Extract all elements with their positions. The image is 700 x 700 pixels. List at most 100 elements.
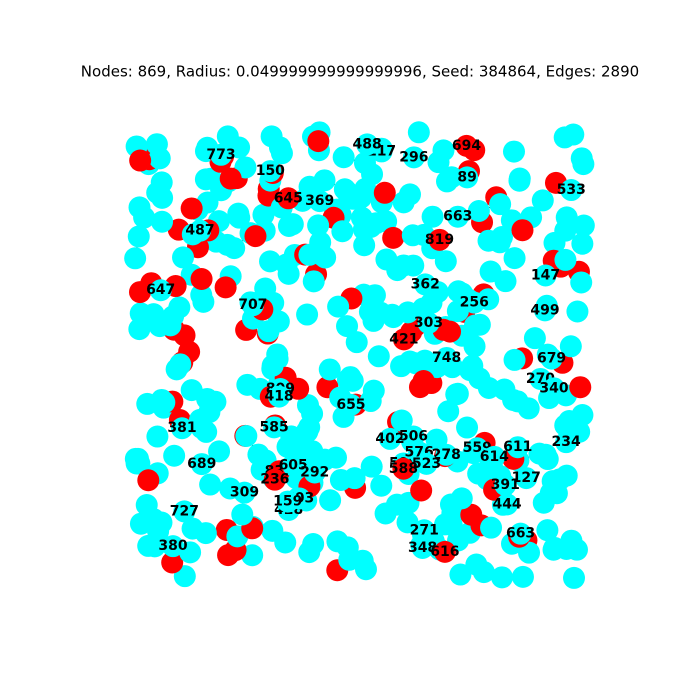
node [375, 248, 398, 271]
node [351, 549, 374, 572]
node [542, 538, 565, 561]
node [435, 346, 458, 369]
node [281, 213, 304, 236]
node-label: 748 [432, 350, 461, 366]
node [421, 205, 444, 228]
node-label: 159 [273, 494, 302, 510]
node [511, 219, 534, 242]
node [148, 315, 171, 338]
node-label: 487 [185, 223, 214, 239]
node [327, 295, 350, 318]
node [362, 309, 385, 332]
node [536, 519, 559, 542]
node-label: 444 [492, 496, 521, 512]
node [370, 474, 393, 497]
node [515, 467, 538, 490]
node-label: 611 [503, 439, 532, 455]
node [143, 535, 166, 558]
node [523, 327, 546, 350]
node [533, 299, 556, 322]
node [129, 149, 152, 172]
node [172, 246, 195, 269]
node [463, 314, 486, 337]
node [569, 376, 592, 399]
node [280, 425, 303, 448]
node-label: 418 [264, 389, 293, 405]
node [571, 232, 594, 255]
node [153, 391, 176, 414]
node [127, 225, 150, 248]
node [356, 133, 379, 156]
node [428, 228, 451, 251]
node [180, 379, 203, 402]
node [163, 444, 186, 467]
node [275, 253, 298, 276]
node [455, 134, 478, 157]
node-label: 585 [260, 419, 289, 435]
node [407, 121, 430, 144]
node [259, 250, 282, 273]
node [219, 167, 242, 190]
labeled-nodes: 3482564871271171476116165996638317076556… [146, 133, 586, 563]
node [531, 189, 554, 212]
node [489, 193, 512, 216]
node [227, 202, 250, 225]
node [466, 437, 489, 460]
node [417, 311, 440, 334]
node [124, 247, 147, 270]
node [572, 214, 595, 237]
node [302, 533, 325, 556]
node-label: 236 [260, 472, 289, 488]
node [532, 491, 555, 514]
node [210, 143, 233, 166]
node-label: 727 [170, 503, 199, 519]
node [135, 493, 158, 516]
node [235, 424, 258, 447]
node [194, 168, 217, 191]
node [413, 519, 436, 542]
node [192, 290, 215, 313]
node-label: 588 [389, 461, 418, 477]
node-label: 348 [408, 540, 437, 556]
node [190, 268, 213, 291]
node [502, 140, 525, 163]
node [345, 331, 368, 354]
node [204, 390, 227, 413]
node [534, 264, 557, 287]
node [517, 397, 540, 420]
node [414, 273, 437, 296]
node [483, 445, 506, 468]
node [189, 408, 212, 431]
title: Nodes: 869, Radius: 0.049999999999999996… [81, 63, 639, 81]
node [129, 281, 152, 304]
node-label: 499 [530, 302, 559, 318]
node-label: 663 [443, 209, 472, 225]
node [169, 353, 192, 376]
node [534, 443, 557, 466]
node [190, 453, 213, 476]
node-label: 256 [460, 295, 489, 311]
node [199, 473, 222, 496]
node [381, 303, 404, 326]
node [518, 541, 541, 564]
node [543, 377, 566, 400]
node-label: 362 [411, 276, 440, 292]
node [560, 179, 583, 202]
node [447, 280, 470, 303]
node [496, 493, 519, 516]
node [491, 566, 514, 589]
node [214, 276, 237, 299]
node [503, 348, 526, 371]
node [266, 343, 289, 366]
node [128, 318, 151, 341]
node [555, 464, 578, 487]
node [415, 452, 438, 475]
node [449, 563, 472, 586]
node [456, 166, 479, 189]
node [125, 452, 148, 475]
node-label: 380 [158, 538, 187, 554]
node [410, 479, 433, 502]
node-label: 647 [146, 282, 175, 298]
node [398, 183, 421, 206]
node [252, 203, 275, 226]
